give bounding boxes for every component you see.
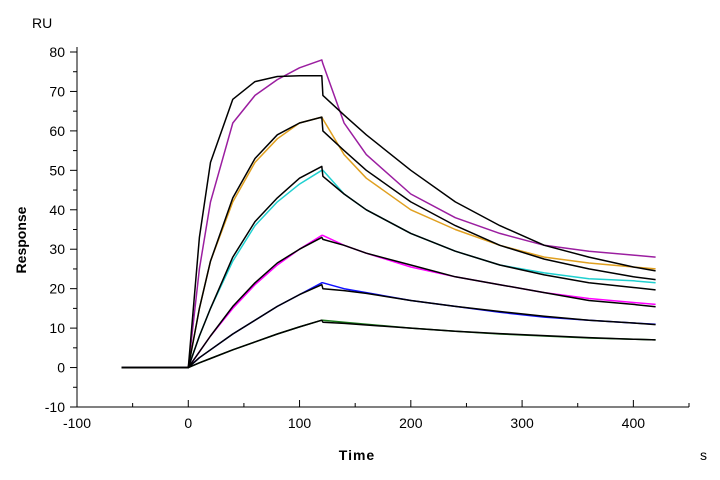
fit-curve-1 (121, 74, 656, 369)
y-tick-label: 80 (49, 44, 65, 60)
fit-curve-5 (121, 283, 656, 369)
y-tick-label: 0 (57, 360, 65, 376)
x-unit-label: s (700, 447, 707, 463)
fit-curve-3 (121, 165, 656, 369)
y-tick-label: 50 (49, 162, 65, 178)
series-group (121, 59, 656, 369)
x-tick-label: 200 (399, 415, 423, 431)
y-axis-title: Response (13, 206, 29, 273)
measured-curve-5 (121, 282, 656, 369)
y-tick-label: 70 (49, 83, 65, 99)
x-tick-label: 400 (622, 415, 646, 431)
y-tick-label: 40 (49, 202, 65, 218)
y-tick-label: 60 (49, 123, 65, 139)
y-tick-label: 10 (49, 320, 65, 336)
y-unit-label: RU (32, 15, 52, 31)
x-tick-label: 300 (510, 415, 534, 431)
y-tick-label: 20 (49, 281, 65, 297)
fit-curve-2 (121, 116, 656, 369)
x-axis-title: Time (339, 447, 375, 463)
x-tick-label: 100 (288, 415, 312, 431)
x-tick-label: -100 (63, 415, 91, 431)
fit-curve-4 (121, 236, 656, 369)
fit-curve-6 (121, 319, 656, 369)
x-tick-label: 0 (184, 415, 192, 431)
y-tick-label: 30 (49, 241, 65, 257)
y-tick-label: -10 (45, 399, 65, 415)
measured-curve-1 (121, 59, 656, 369)
measured-curve-6 (121, 319, 656, 369)
